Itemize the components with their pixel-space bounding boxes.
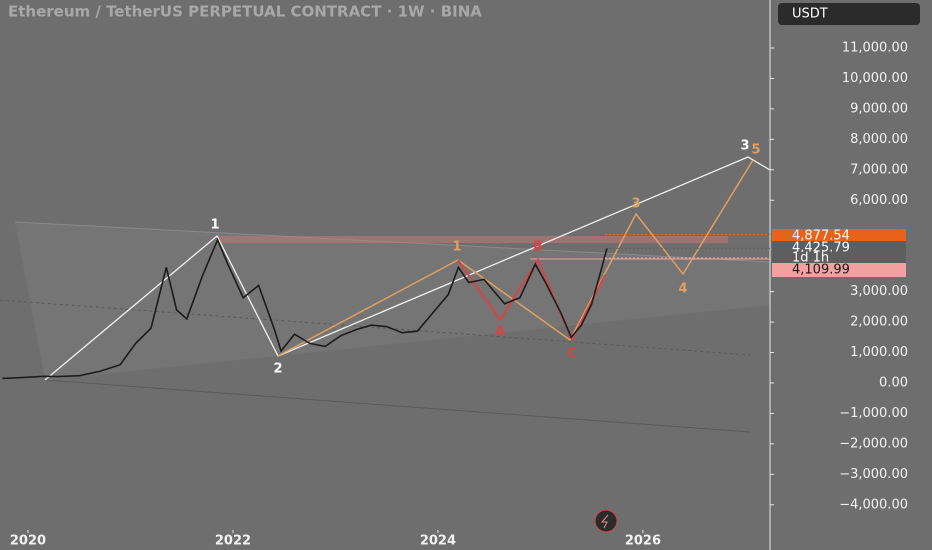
- x-tick-label: 2022: [215, 534, 251, 549]
- price-label-box: [772, 241, 906, 255]
- price-label: 4,425.79: [792, 241, 850, 256]
- x-tick-label: 2024: [420, 534, 456, 549]
- wave-label: 3: [740, 139, 749, 154]
- alert-icon[interactable]: [594, 509, 618, 533]
- wave-label: A: [495, 325, 505, 340]
- wave-label: 2: [273, 362, 282, 377]
- wave-label: 4: [678, 282, 687, 297]
- wave-label: 3: [631, 197, 640, 212]
- y-tick-label: −1,000.00: [839, 406, 908, 421]
- trend-line: [44, 379, 751, 433]
- y-tick-label: −4,000.00: [839, 497, 908, 512]
- price-label-box: [772, 229, 906, 243]
- countdown-box: [772, 252, 906, 264]
- wave-label: 1: [452, 240, 461, 255]
- y-tick-label: −2,000.00: [839, 436, 908, 451]
- currency-label: USDT: [792, 7, 828, 22]
- price-line: [2, 237, 608, 380]
- trend-line: [0, 299, 751, 356]
- wave-label: B: [533, 240, 543, 255]
- y-tick-label: 0.00: [879, 375, 908, 390]
- zone: [218, 236, 728, 243]
- wave-label: 1: [210, 218, 219, 233]
- alert-icon-bolt: [600, 514, 609, 529]
- y-tick-label: 1,000.00: [850, 345, 908, 360]
- y-tick-label: 11,000.00: [842, 40, 908, 55]
- chart-title: Ethereum / TetherUS PERPETUAL CONTRACT ·…: [8, 3, 482, 21]
- y-tick-label: 2,000.00: [850, 315, 908, 330]
- y-tick-label: 7,000.00: [850, 162, 908, 177]
- y-tick-label: 9,000.00: [850, 101, 908, 116]
- currency-button[interactable]: [778, 3, 920, 25]
- countdown: 1d 1h: [792, 251, 829, 266]
- y-tick-label: 3,000.00: [850, 284, 908, 299]
- price-label-box: [772, 263, 906, 277]
- triangle-pattern: [15, 222, 770, 380]
- x-tick-label: 2026: [625, 534, 661, 549]
- y-tick-label: 10,000.00: [842, 71, 908, 86]
- wave-label: C: [567, 347, 577, 362]
- y-tick-label: 6,000.00: [850, 193, 908, 208]
- y-tick-label: 8,000.00: [850, 132, 908, 147]
- price-label: 4,109.99: [792, 263, 850, 278]
- x-tick-label: 2020: [10, 534, 46, 549]
- wave-lines: [457, 257, 606, 343]
- price-label: 4,877.54: [792, 229, 850, 244]
- y-tick-label: −3,000.00: [839, 467, 908, 482]
- wave-label: 5: [751, 143, 760, 158]
